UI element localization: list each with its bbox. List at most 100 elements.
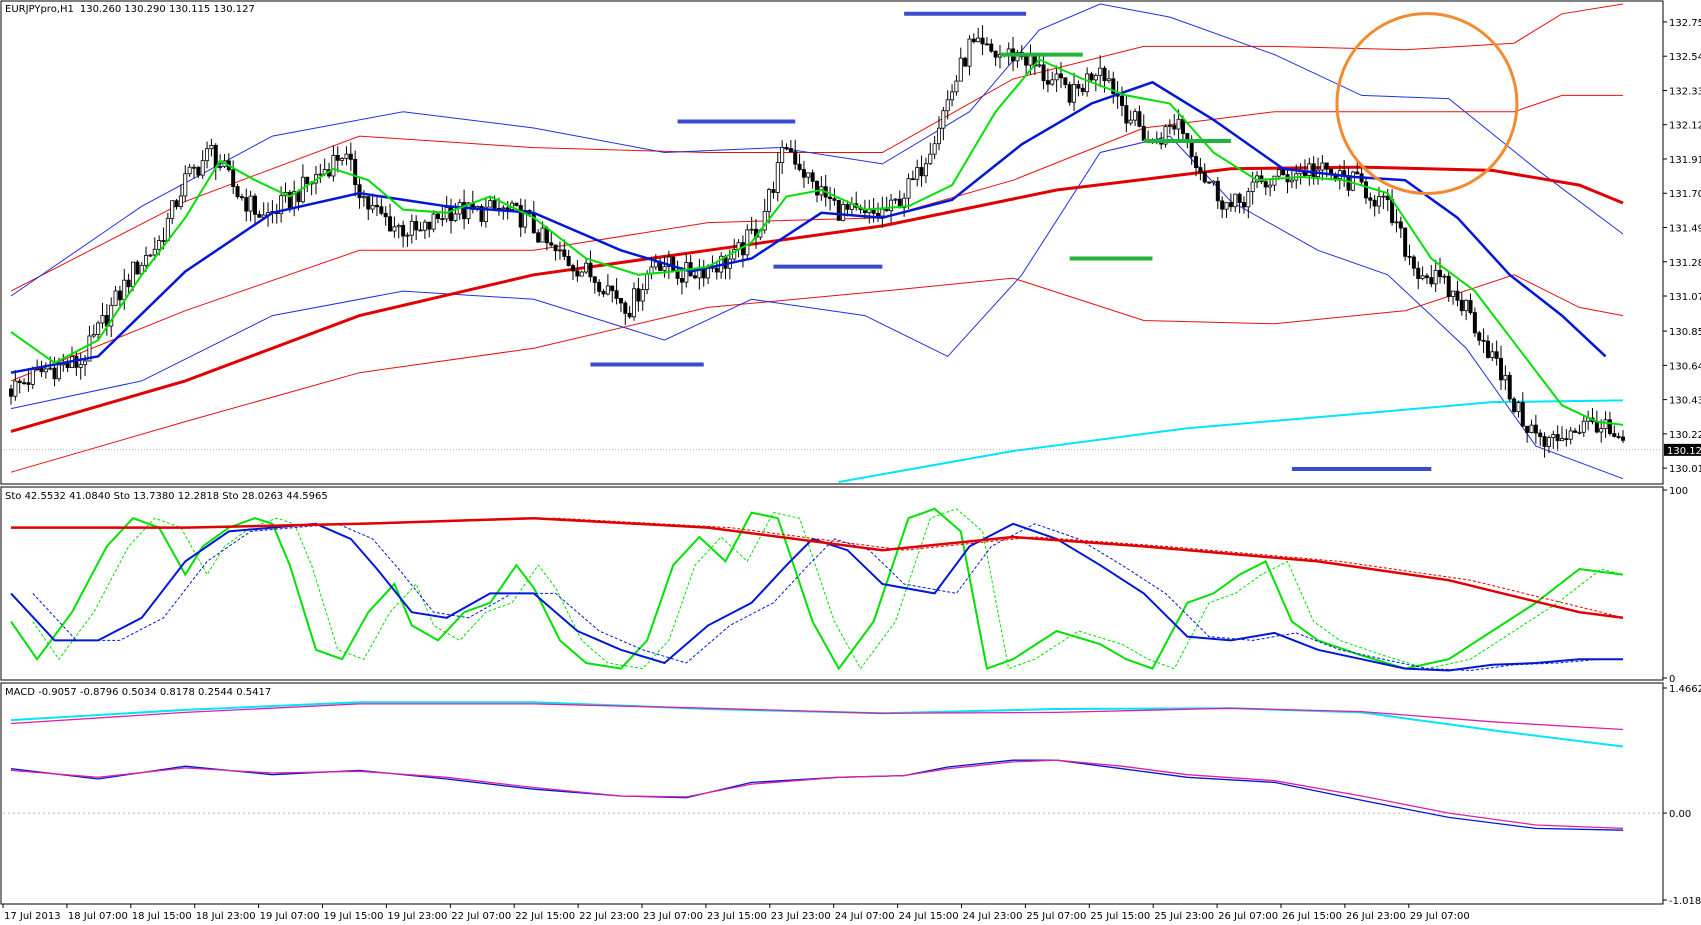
candle[interactable]	[549, 231, 554, 247]
candle[interactable]	[1098, 55, 1103, 88]
candle[interactable]	[557, 241, 562, 260]
candle[interactable]	[1172, 114, 1177, 136]
candle[interactable]	[967, 35, 972, 76]
candle[interactable]	[1407, 244, 1412, 266]
candle[interactable]	[954, 75, 959, 96]
candle[interactable]	[1503, 365, 1508, 391]
candle[interactable]	[1464, 299, 1469, 321]
candle[interactable]	[1137, 105, 1142, 128]
candle[interactable]	[1424, 273, 1429, 285]
candle[interactable]	[1080, 83, 1085, 96]
candle[interactable]	[1350, 170, 1355, 192]
candle[interactable]	[806, 172, 811, 184]
candle[interactable]	[392, 216, 397, 238]
candle[interactable]	[1538, 429, 1543, 446]
candle[interactable]	[379, 198, 384, 216]
candle[interactable]	[1063, 77, 1068, 89]
candle[interactable]	[801, 161, 806, 188]
candle[interactable]	[518, 198, 523, 237]
candle[interactable]	[109, 297, 114, 338]
candle[interactable]	[745, 224, 750, 260]
candle[interactable]	[1233, 193, 1238, 213]
candle[interactable]	[1446, 271, 1451, 302]
candle[interactable]	[340, 157, 345, 166]
candle[interactable]	[1555, 425, 1560, 451]
candle[interactable]	[618, 297, 623, 312]
candle[interactable]	[784, 143, 789, 151]
candle[interactable]	[980, 25, 985, 56]
candle[interactable]	[1311, 156, 1316, 185]
candle[interactable]	[640, 283, 645, 311]
candle[interactable]	[579, 270, 584, 277]
candle[interactable]	[1416, 261, 1421, 290]
candle[interactable]	[405, 232, 410, 247]
macd-panel[interactable]	[3, 701, 1662, 831]
candle[interactable]	[431, 210, 436, 233]
candle[interactable]	[26, 370, 31, 392]
candle[interactable]	[1211, 180, 1216, 186]
candle[interactable]	[331, 145, 336, 182]
candle[interactable]	[523, 199, 528, 234]
candle[interactable]	[910, 170, 915, 181]
candle[interactable]	[1499, 345, 1504, 390]
candle[interactable]	[932, 135, 937, 160]
candle[interactable]	[418, 221, 423, 232]
candle[interactable]	[1455, 280, 1460, 307]
candle[interactable]	[1054, 65, 1059, 92]
candle[interactable]	[919, 155, 924, 187]
candle[interactable]	[588, 250, 593, 282]
candle[interactable]	[1119, 86, 1124, 117]
candle[interactable]	[936, 116, 941, 151]
candle[interactable]	[1433, 259, 1438, 293]
candle[interactable]	[584, 258, 589, 274]
candle[interactable]	[200, 150, 205, 179]
candle[interactable]	[1085, 67, 1090, 97]
candle[interactable]	[235, 183, 240, 200]
candle[interactable]	[1564, 428, 1569, 447]
candle[interactable]	[993, 50, 998, 67]
candle[interactable]	[1603, 411, 1608, 438]
candle[interactable]	[732, 238, 737, 263]
candle[interactable]	[231, 160, 236, 195]
candle[interactable]	[178, 184, 183, 210]
candle[interactable]	[1045, 68, 1050, 93]
candle[interactable]	[1516, 400, 1521, 418]
candle[interactable]	[422, 219, 427, 240]
candle[interactable]	[1372, 195, 1377, 217]
candle[interactable]	[1050, 71, 1055, 86]
candle[interactable]	[187, 164, 192, 177]
price-panel[interactable]	[3, 3, 1662, 483]
candle[interactable]	[1533, 414, 1538, 444]
candle[interactable]	[1468, 293, 1473, 316]
candle[interactable]	[1546, 435, 1551, 454]
stochastic-panel[interactable]	[10, 507, 1624, 672]
candle[interactable]	[950, 84, 955, 107]
candle[interactable]	[488, 196, 493, 208]
candle[interactable]	[1024, 56, 1029, 75]
candle[interactable]	[627, 305, 632, 319]
candle[interactable]	[945, 90, 950, 120]
candle[interactable]	[605, 274, 610, 296]
candle[interactable]	[1111, 71, 1116, 104]
candle[interactable]	[810, 169, 815, 189]
candle[interactable]	[1485, 335, 1490, 359]
candle[interactable]	[401, 220, 406, 248]
candle[interactable]	[780, 140, 785, 174]
candle[interactable]	[958, 47, 963, 82]
candle[interactable]	[1494, 340, 1499, 366]
candle[interactable]	[1599, 419, 1604, 443]
candle[interactable]	[1577, 424, 1582, 435]
candle[interactable]	[174, 198, 179, 210]
candle[interactable]	[388, 203, 393, 232]
candle[interactable]	[1363, 177, 1368, 204]
candle[interactable]	[601, 288, 606, 298]
candle[interactable]	[435, 211, 440, 224]
candle[interactable]	[571, 263, 576, 280]
candle[interactable]	[679, 266, 684, 295]
candle[interactable]	[117, 285, 122, 306]
candle[interactable]	[828, 186, 833, 211]
candle[interactable]	[536, 229, 541, 243]
candle[interactable]	[100, 302, 105, 329]
candle[interactable]	[841, 201, 846, 222]
candle[interactable]	[1581, 415, 1586, 437]
